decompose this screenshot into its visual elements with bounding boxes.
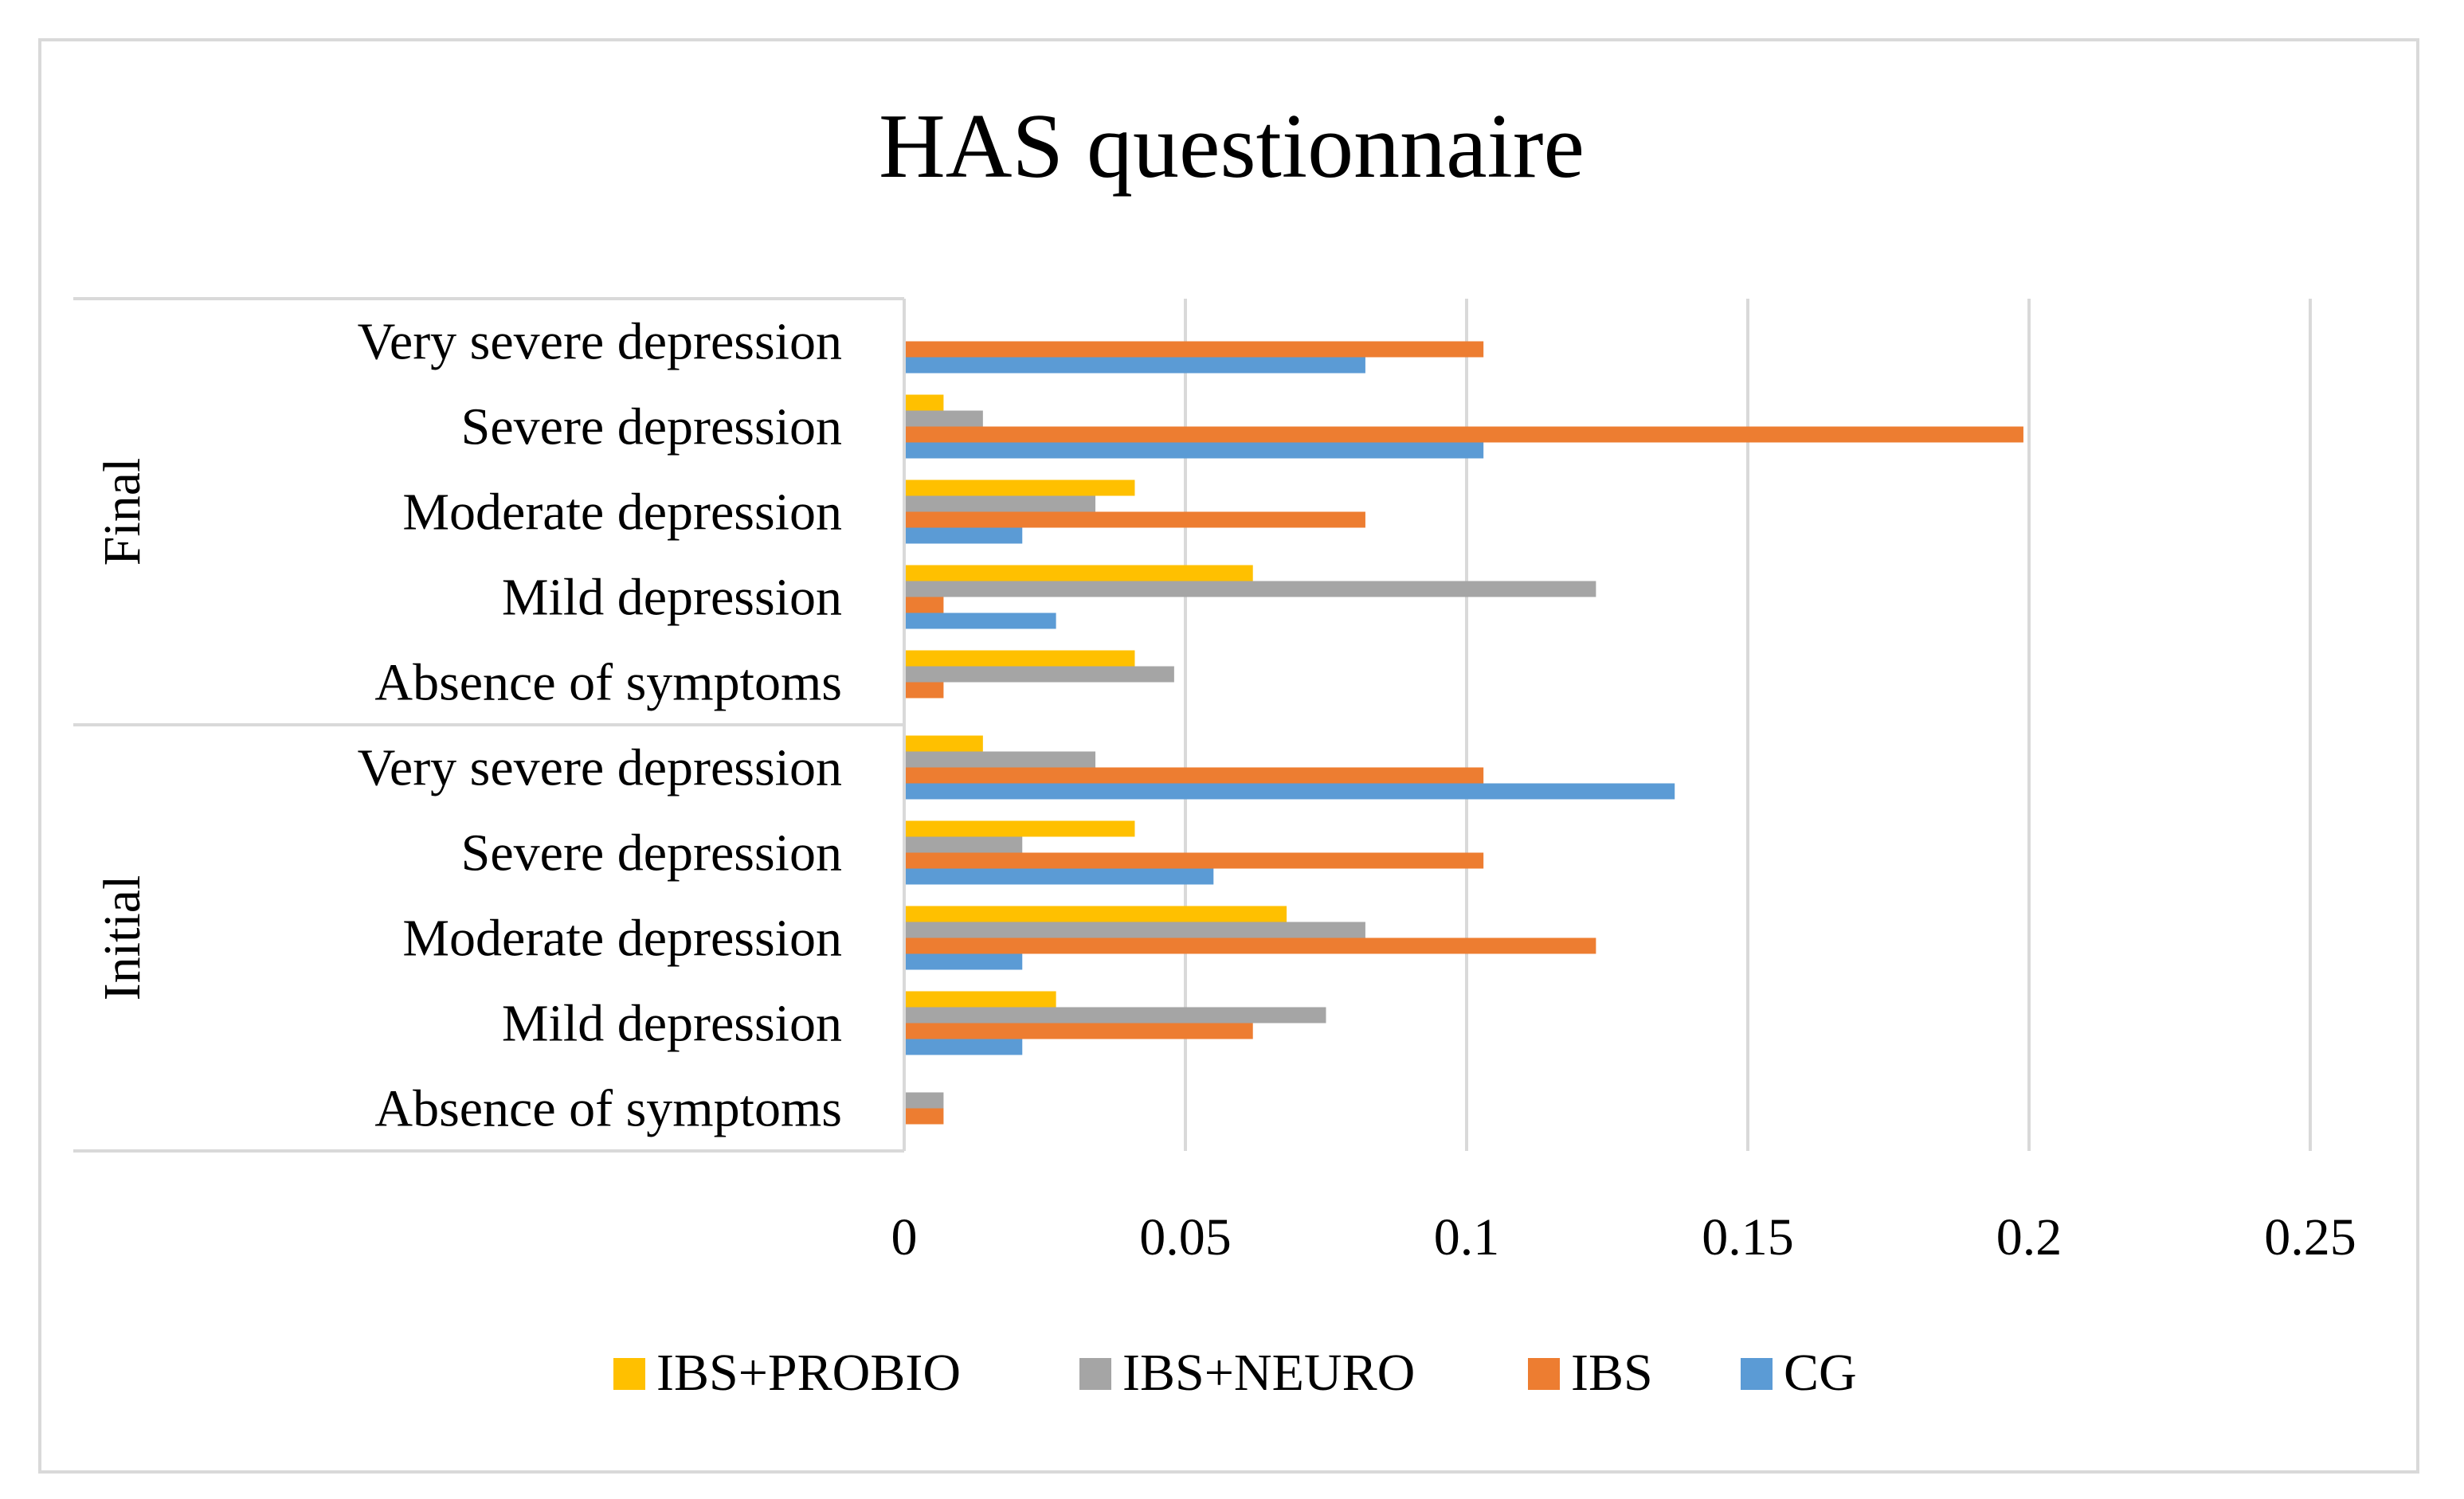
bar-ibs [904,767,1484,784]
bar-cg [904,527,1023,544]
bar-cg [904,613,1056,629]
bar-ibs-probio [904,479,1135,496]
bar-cg [904,1039,1023,1055]
legend-label: IBS+PROBIO [656,1344,961,1402]
bar-cg [904,442,1484,459]
bar-cg [904,953,1023,970]
bar-ibs [904,682,944,699]
bar-ibs-probio [904,565,1253,581]
category-label: Moderate depression [402,483,842,542]
legend-swatch [613,1358,645,1390]
legend-swatch [1528,1358,1560,1390]
bar-ibs-probio [904,650,1135,667]
bar-ibs [904,426,2023,443]
bar-cg [904,868,1214,885]
bar-ibs-probio [904,735,983,752]
legend-swatch [1741,1358,1773,1390]
category-label: Absence of symptoms [374,654,842,712]
bar-cg [904,357,1365,374]
legend-label: IBS+NEURO [1122,1344,1415,1402]
chart-border [38,38,2419,1474]
bar-ibs [904,1108,944,1125]
bar-ibs [904,511,1365,528]
category-label: Mild depression [502,569,842,627]
chart-title: HAS questionnaire [879,96,1585,198]
category-label: Severe depression [461,824,842,883]
group-label: Initial [93,875,151,1001]
category-label: Very severe depression [358,739,842,797]
bar-ibs-neuro [904,751,1096,768]
bar-ibs-neuro [904,1007,1326,1023]
group-label: Final [93,458,151,566]
bar-cg [904,783,1675,800]
bar-ibs [904,597,944,613]
bar-ibs-probio [904,820,1135,837]
category-label: Mild depression [502,995,842,1053]
x-tick-label: 0.05 [1139,1208,1232,1266]
bar-ibs-probio [904,394,944,411]
x-tick-label: 0.25 [2264,1208,2356,1266]
bar-ibs-neuro [904,666,1174,683]
x-tick-label: 0.15 [1702,1208,1794,1266]
category-label: Severe depression [461,398,842,456]
bar-ibs-neuro [904,581,1596,597]
legend-label: IBS [1571,1344,1653,1402]
bar-ibs [904,937,1596,954]
legend-swatch [1079,1358,1111,1390]
x-tick-label: 0 [891,1208,918,1266]
category-label: Absence of symptoms [374,1080,842,1138]
bar-ibs-neuro [904,1092,944,1109]
bars [904,341,2023,1125]
category-label: Moderate depression [402,910,842,968]
bar-ibs-neuro [904,495,1096,512]
category-label: Very severe depression [358,313,842,371]
bar-ibs [904,341,1484,358]
bar-ibs-probio [904,906,1287,922]
x-tick-label: 0.2 [1996,1208,2062,1266]
bar-ibs-neuro [904,836,1023,853]
bar-ibs-neuro [904,410,983,427]
x-tick-label: 0.1 [1434,1208,1500,1266]
x-axis-ticks: 0 0.05 0.1 0.15 0.2 0.25 [891,1208,2356,1266]
bar-ibs [904,1023,1253,1039]
legend-label: CG [1784,1344,1857,1402]
bar-ibs-neuro [904,922,1365,938]
bar-ibs [904,852,1484,869]
bar-ibs-probio [904,991,1056,1008]
legend: IBS+PROBIO IBS+NEURO IBS CG [613,1344,1857,1402]
category-axis: Absence of symptoms Mild depression Modera… [73,297,906,1153]
